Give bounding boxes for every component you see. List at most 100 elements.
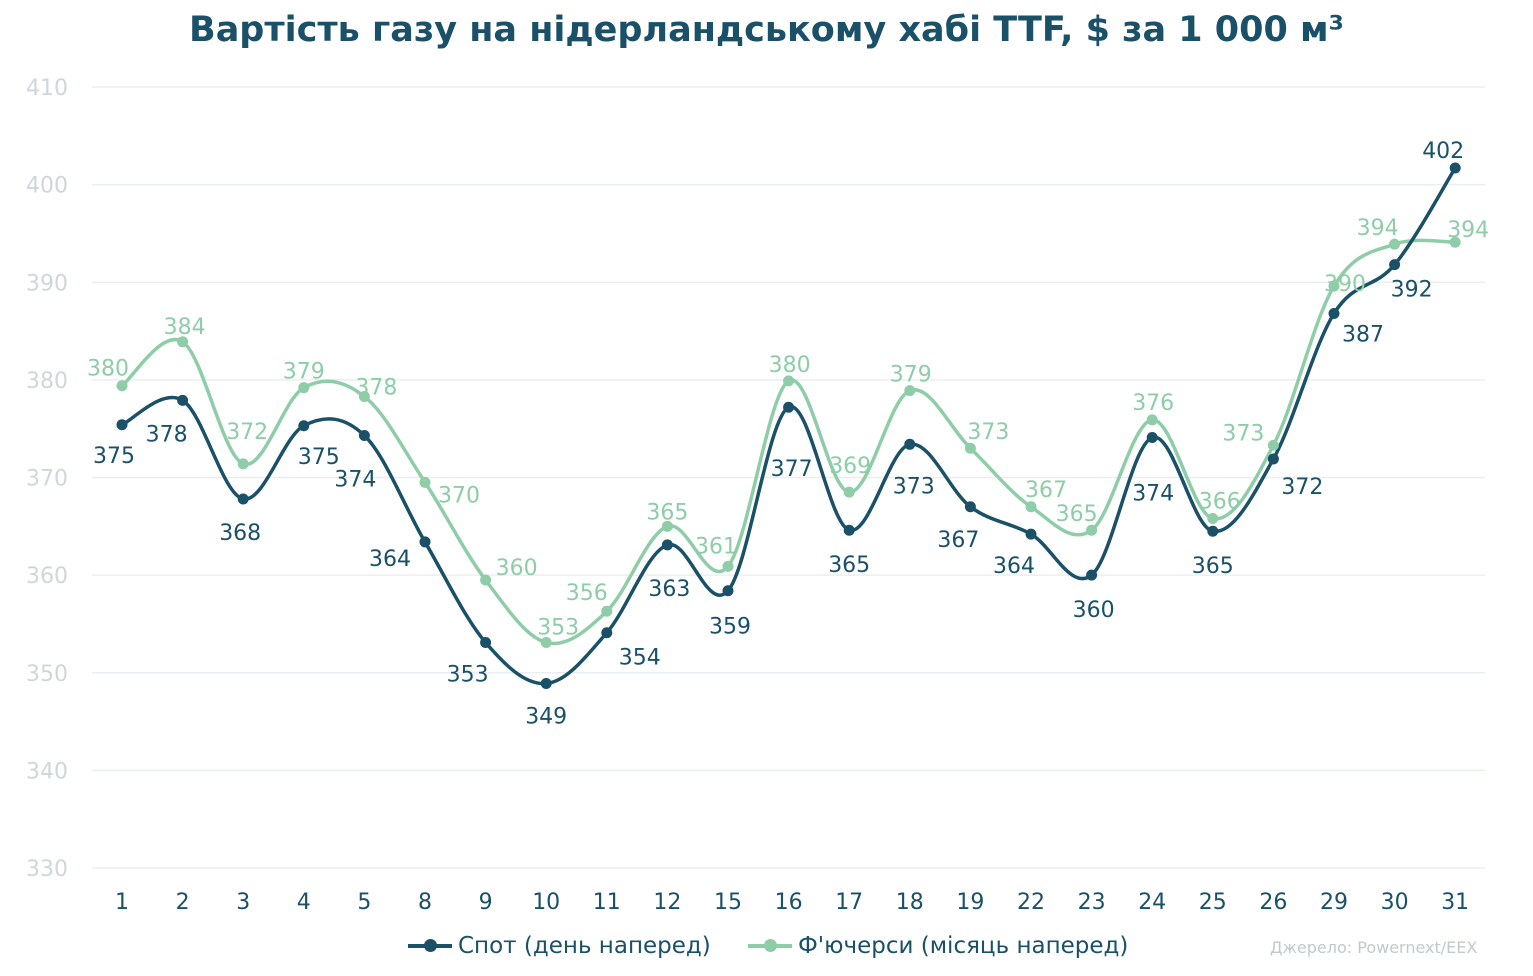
data-point-futures: [1207, 513, 1219, 525]
x-tick-label: 11: [593, 890, 621, 915]
data-label-spot: 353: [447, 662, 489, 687]
data-label-futures: 379: [890, 363, 932, 388]
data-point-futures: [358, 390, 370, 402]
data-label-futures: 394: [1357, 216, 1399, 241]
data-label-futures: 373: [967, 420, 1009, 445]
data-label-spot: 364: [993, 554, 1035, 579]
data-label-spot: 375: [298, 445, 340, 470]
data-point-futures: [1146, 414, 1158, 426]
data-label-futures: 361: [695, 534, 737, 559]
data-label-spot: 387: [1342, 322, 1384, 347]
x-tick-label: 18: [896, 890, 924, 915]
x-tick-label: 4: [297, 890, 311, 915]
data-label-futures: 372: [226, 420, 268, 445]
data-point-futures: [1086, 524, 1098, 536]
data-point-futures: [540, 636, 552, 648]
data-point-futures: [480, 574, 492, 586]
data-label-futures: 380: [769, 353, 811, 378]
x-tick-label: 25: [1199, 890, 1227, 915]
legend-item-futures: Ф'ючерси (місяць наперед): [748, 933, 1128, 959]
x-tick-label: 3: [236, 890, 250, 915]
data-label-spot: 365: [1192, 554, 1234, 579]
data-label-spot: 368: [219, 521, 261, 546]
data-point-futures: [298, 382, 310, 394]
x-tick-label: 1: [115, 890, 129, 915]
data-point-futures: [601, 605, 613, 617]
data-label-futures: 373: [1222, 421, 1264, 446]
data-point-futures: [843, 486, 855, 498]
data-point-spot: [964, 501, 976, 513]
data-point-spot: [298, 420, 310, 432]
data-label-spot: 363: [648, 577, 690, 602]
data-point-futures: [964, 442, 976, 454]
x-tick-label: 19: [956, 890, 984, 915]
x-tick-label: 23: [1078, 890, 1106, 915]
data-point-spot: [1146, 431, 1158, 443]
data-label-futures: 360: [496, 556, 538, 581]
y-tick-label: 340: [26, 759, 68, 784]
data-label-futures: 353: [537, 615, 579, 640]
legend-swatch-spot: [408, 939, 452, 952]
legend-label-futures: Ф'ючерси (місяць наперед): [798, 933, 1129, 959]
x-tick-label: 26: [1259, 890, 1287, 915]
data-label-spot: 364: [369, 547, 411, 572]
data-point-spot: [843, 524, 855, 536]
data-point-futures: [1389, 238, 1401, 250]
data-point-spot: [480, 636, 492, 648]
data-point-spot: [904, 438, 916, 450]
data-label-spot: 373: [893, 474, 935, 499]
data-label-spot: 402: [1422, 139, 1464, 164]
data-label-futures: 378: [355, 375, 397, 400]
data-label-futures: 367: [1025, 478, 1067, 503]
data-point-spot: [177, 394, 189, 406]
data-label-futures: 365: [1056, 502, 1098, 527]
data-label-futures: 356: [566, 581, 608, 606]
data-label-spot: 367: [937, 528, 979, 553]
data-point-futures: [783, 375, 795, 387]
y-tick-label: 330: [26, 857, 68, 882]
y-tick-label: 410: [26, 76, 68, 101]
data-label-spot: 354: [619, 646, 661, 671]
legend-item-spot: Спот (день наперед): [408, 933, 711, 959]
data-labels: 3753783683753743643533493543633593773653…: [87, 139, 1489, 729]
data-label-spot: 374: [334, 468, 376, 493]
series-points: [116, 162, 1461, 689]
x-tick-label: 16: [775, 890, 803, 915]
x-tick-label: 10: [532, 890, 560, 915]
y-tick-label: 350: [26, 662, 68, 687]
data-label-spot: 374: [1132, 481, 1174, 506]
data-point-futures: [1267, 439, 1279, 451]
data-point-futures: [661, 520, 673, 532]
data-point-spot: [419, 536, 431, 548]
data-point-futures: [1449, 236, 1461, 248]
data-point-spot: [540, 677, 552, 689]
x-tick-label: 31: [1441, 890, 1469, 915]
y-tick-label: 380: [26, 369, 68, 394]
x-tick-label: 12: [653, 890, 681, 915]
data-label-spot: 375: [93, 444, 135, 469]
data-point-spot: [722, 585, 734, 597]
data-label-spot: 349: [525, 704, 567, 729]
legend-label-spot: Спот (день наперед): [458, 933, 711, 959]
legend-swatch-futures: [748, 939, 792, 952]
x-tick-label: 2: [176, 890, 190, 915]
data-point-spot: [237, 493, 249, 505]
y-tick-label: 400: [26, 174, 68, 199]
data-point-futures: [1328, 280, 1340, 292]
data-label-spot: 372: [1281, 475, 1323, 500]
y-tick-label: 390: [26, 271, 68, 296]
x-tick-label: 29: [1320, 890, 1348, 915]
x-tick-label: 8: [418, 890, 432, 915]
y-axis-ticks: 330 340 350 360 370 380 390 400 410: [26, 76, 68, 882]
data-point-futures: [904, 385, 916, 397]
x-axis-ticks: 1 2 3 4 5 8 9 10 11 12 15 16 17 18 19 22 23 24 25 26 29 30 31: [115, 890, 1469, 915]
x-tick-label: 22: [1017, 890, 1045, 915]
data-point-futures: [177, 336, 189, 348]
data-label-spot: 365: [828, 553, 870, 578]
data-label-futures: 380: [87, 357, 129, 382]
data-label-spot: 359: [709, 615, 751, 640]
data-label-futures: 370: [438, 483, 480, 508]
data-point-spot: [1328, 307, 1340, 319]
data-point-spot: [1025, 528, 1037, 540]
